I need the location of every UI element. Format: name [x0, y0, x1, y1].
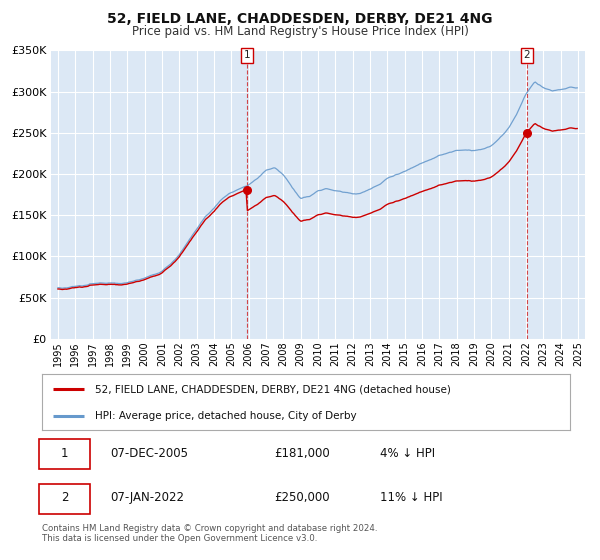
Text: 11% ↓ HPI: 11% ↓ HPI	[380, 491, 443, 505]
FancyBboxPatch shape	[40, 484, 89, 514]
Text: 4% ↓ HPI: 4% ↓ HPI	[380, 446, 435, 460]
FancyBboxPatch shape	[40, 439, 89, 469]
Text: 07-DEC-2005: 07-DEC-2005	[110, 446, 188, 460]
Text: 52, FIELD LANE, CHADDESDEN, DERBY, DE21 4NG: 52, FIELD LANE, CHADDESDEN, DERBY, DE21 …	[107, 12, 493, 26]
Text: 1: 1	[61, 446, 68, 460]
Text: HPI: Average price, detached house, City of Derby: HPI: Average price, detached house, City…	[95, 410, 356, 421]
Text: Contains HM Land Registry data © Crown copyright and database right 2024.
This d: Contains HM Land Registry data © Crown c…	[42, 524, 377, 543]
Text: £250,000: £250,000	[274, 491, 330, 505]
Text: 1: 1	[244, 50, 251, 60]
Text: £181,000: £181,000	[274, 446, 330, 460]
Text: 52, FIELD LANE, CHADDESDEN, DERBY, DE21 4NG (detached house): 52, FIELD LANE, CHADDESDEN, DERBY, DE21 …	[95, 384, 451, 394]
Text: 2: 2	[523, 50, 530, 60]
Text: 2: 2	[61, 491, 68, 505]
Text: 07-JAN-2022: 07-JAN-2022	[110, 491, 185, 505]
Text: Price paid vs. HM Land Registry's House Price Index (HPI): Price paid vs. HM Land Registry's House …	[131, 25, 469, 38]
